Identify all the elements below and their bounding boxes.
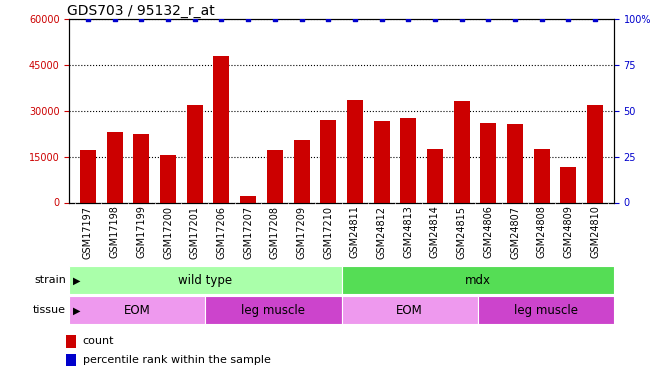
Text: tissue: tissue [33,305,66,315]
Point [430,16,440,22]
Bar [320,120,336,202]
Text: GSM17210: GSM17210 [323,206,333,259]
Point [590,16,601,22]
Text: GSM17206: GSM17206 [216,206,226,259]
Bar [66,336,76,348]
Bar [587,105,603,202]
Text: EOM: EOM [396,304,423,317]
Text: GSM17209: GSM17209 [296,206,306,259]
Text: count: count [83,336,114,346]
Bar [453,102,470,202]
Text: GSM24806: GSM24806 [483,206,494,258]
Text: GSM17199: GSM17199 [137,206,147,258]
Bar [294,140,310,202]
Text: GSM17200: GSM17200 [163,206,173,259]
Point [110,16,120,22]
Text: GSM24815: GSM24815 [457,206,467,259]
Text: GSM24814: GSM24814 [430,206,440,258]
Point [403,16,414,22]
Bar [560,167,576,202]
Bar [342,266,614,294]
Text: GSM24808: GSM24808 [537,206,546,258]
Point [323,16,333,22]
Text: leg muscle: leg muscle [242,304,306,317]
Point [376,16,387,22]
Point [296,16,307,22]
Bar [240,196,256,202]
Bar [347,100,363,202]
Point [456,16,467,22]
Bar [66,354,76,366]
Text: GSM24813: GSM24813 [403,206,413,258]
Bar [342,296,478,324]
Text: EOM: EOM [124,304,150,317]
Bar [427,149,443,202]
Point [136,16,147,22]
Point [483,16,494,22]
Bar [534,149,550,202]
Bar [187,105,203,202]
Bar [69,296,205,324]
Text: GSM17208: GSM17208 [270,206,280,259]
Point [243,16,253,22]
Text: mdx: mdx [465,274,490,287]
Bar [160,155,176,203]
Point [189,16,200,22]
Bar [480,123,496,202]
Point [82,16,93,22]
Text: GSM17201: GSM17201 [189,206,200,259]
Point [216,16,227,22]
Text: ▶: ▶ [73,305,80,315]
Point [563,16,574,22]
Bar [107,132,123,202]
Text: GSM17197: GSM17197 [83,206,93,259]
Bar [478,296,614,324]
Text: strain: strain [34,275,66,285]
Point [350,16,360,22]
Text: GSM24809: GSM24809 [564,206,574,258]
Bar [400,118,416,202]
Bar [213,56,230,202]
Text: GSM24807: GSM24807 [510,206,520,259]
Text: percentile rank within the sample: percentile rank within the sample [83,355,271,365]
Text: GDS703 / 95132_r_at: GDS703 / 95132_r_at [67,4,214,18]
Bar [374,122,389,202]
Text: wild type: wild type [178,274,232,287]
Bar [205,296,342,324]
Text: GSM17198: GSM17198 [110,206,119,258]
Bar [69,266,342,294]
Point [510,16,520,22]
Text: GSM24811: GSM24811 [350,206,360,258]
Point [269,16,280,22]
Point [537,16,547,22]
Text: ▶: ▶ [73,275,80,285]
Text: leg muscle: leg muscle [513,304,578,317]
Text: GSM24810: GSM24810 [590,206,600,258]
Bar [507,124,523,202]
Bar [80,150,96,202]
Bar [133,134,149,202]
Bar [267,150,283,202]
Text: GSM24812: GSM24812 [377,206,387,259]
Point [163,16,174,22]
Text: GSM17207: GSM17207 [243,206,253,259]
